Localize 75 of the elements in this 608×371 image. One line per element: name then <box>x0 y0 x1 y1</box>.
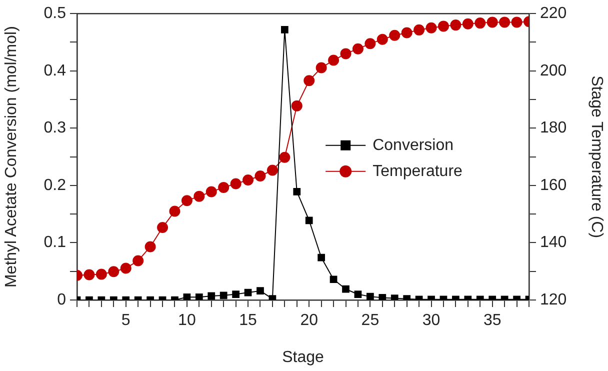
point <box>340 48 352 60</box>
point <box>195 293 203 300</box>
point <box>330 276 338 284</box>
x-tick-label: 20 <box>300 312 318 330</box>
point <box>438 20 449 32</box>
point <box>157 222 168 234</box>
point <box>499 16 510 28</box>
point <box>266 164 278 176</box>
point <box>218 182 230 193</box>
point <box>293 188 301 196</box>
point <box>279 152 290 163</box>
point <box>256 287 264 295</box>
point <box>426 22 437 34</box>
point <box>220 292 228 300</box>
point <box>376 34 388 45</box>
y2-tick-label: 160 <box>540 176 567 194</box>
point <box>208 292 216 300</box>
point <box>183 293 191 300</box>
y-tick-label: 0.1 <box>44 234 66 252</box>
y2-tick-label: 180 <box>540 120 567 137</box>
x-axis-title: Stage <box>282 348 324 366</box>
y-tick-label: 0.4 <box>44 62 66 80</box>
x-tick-label: 35 <box>483 312 502 330</box>
y-tick-label: 0 <box>57 291 66 308</box>
point <box>132 255 144 266</box>
y2-tick-label: 200 <box>540 62 567 80</box>
point <box>96 268 107 280</box>
x-tick-label: 10 <box>178 312 196 330</box>
point <box>486 16 498 28</box>
point <box>318 254 326 262</box>
y2-axis-title: Stage Temperature (C) <box>588 76 605 238</box>
point <box>414 24 425 36</box>
point <box>316 62 327 74</box>
point <box>364 38 376 50</box>
point <box>354 290 362 298</box>
point <box>328 54 340 66</box>
point <box>230 178 242 190</box>
x-tick-label: 5 <box>121 312 130 330</box>
point <box>511 16 522 28</box>
point <box>169 206 180 217</box>
point <box>342 285 350 293</box>
legend-label: Conversion <box>372 136 454 154</box>
y-tick-label: 0.5 <box>44 5 66 22</box>
point <box>244 288 252 296</box>
point <box>144 241 156 252</box>
point <box>254 170 266 182</box>
point <box>242 174 254 186</box>
point <box>206 186 217 198</box>
point <box>194 190 205 202</box>
point <box>450 20 462 31</box>
y2-tick-label: 140 <box>540 234 567 252</box>
x-tick-label: 25 <box>361 312 380 330</box>
point <box>232 290 240 298</box>
point <box>378 294 386 300</box>
y-tick-label: 0.3 <box>44 120 66 137</box>
point <box>108 266 120 278</box>
point <box>84 269 95 280</box>
y-tick-label: 0.2 <box>44 176 66 194</box>
point <box>181 195 192 206</box>
point <box>401 27 412 38</box>
y2-tick-label: 120 <box>540 291 567 308</box>
point <box>304 75 315 86</box>
point <box>389 30 400 41</box>
point <box>291 100 302 112</box>
point <box>462 18 474 30</box>
point <box>474 18 486 29</box>
legend-label: Temperature <box>372 162 463 180</box>
x-tick-label: 30 <box>422 312 440 330</box>
point <box>352 43 364 54</box>
point <box>305 216 313 224</box>
y-axis-title: Methyl Acetate Conversion (mol/mol) <box>3 26 20 288</box>
y2-tick-label: 220 <box>540 5 567 22</box>
point <box>366 292 374 300</box>
point <box>120 262 132 274</box>
x-tick-label: 15 <box>239 312 258 330</box>
